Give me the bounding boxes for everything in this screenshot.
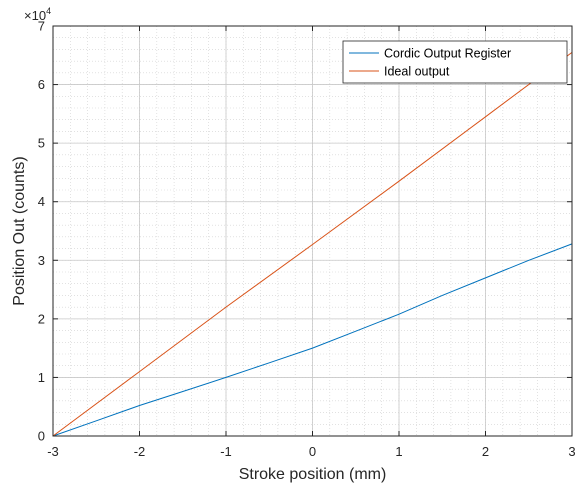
ticks-layer: [52, 25, 573, 437]
legend-box: [342, 40, 568, 84]
legend-label: Ideal output: [384, 65, 450, 79]
x-tick-labels: -3 -2 -1 0 1 2 3: [47, 444, 575, 459]
x-axis-label: Stroke position (mm): [239, 466, 387, 483]
y-axis-label: Position Out (counts): [11, 156, 28, 305]
legend-label: Cordic Output Register: [384, 47, 511, 61]
y-tick-label: 7: [38, 19, 45, 34]
y-tick-label: 5: [38, 136, 45, 151]
y-exponent-base: ×10: [24, 8, 46, 23]
x-tick-label: -2: [134, 444, 146, 459]
series-layer: [52, 51, 573, 437]
y-tick-label: 6: [38, 77, 45, 92]
y-exponent-label: ×104: [24, 6, 51, 23]
series-line-cordic-output-register: [52, 243, 573, 437]
x-tick-label: 1: [395, 444, 402, 459]
legend: Cordic Output Register Ideal output: [342, 40, 568, 84]
y-tick-label: 3: [38, 253, 45, 268]
y-tick-label: 2: [38, 311, 45, 326]
y-tick-label: 4: [38, 194, 45, 209]
series-line-ideal-output: [52, 51, 573, 437]
x-tick-label: -1: [220, 444, 232, 459]
x-tick-label: 0: [309, 444, 316, 459]
y-exponent-power: 4: [46, 6, 51, 16]
x-tick-label: -3: [47, 444, 59, 459]
y-tick-label: 1: [38, 370, 45, 385]
x-tick-label: 2: [482, 444, 489, 459]
y-tick-labels: 0 1 2 3 4 5 6 7: [38, 19, 45, 444]
y-tick-label: 0: [38, 429, 45, 444]
x-tick-label: 3: [568, 444, 575, 459]
